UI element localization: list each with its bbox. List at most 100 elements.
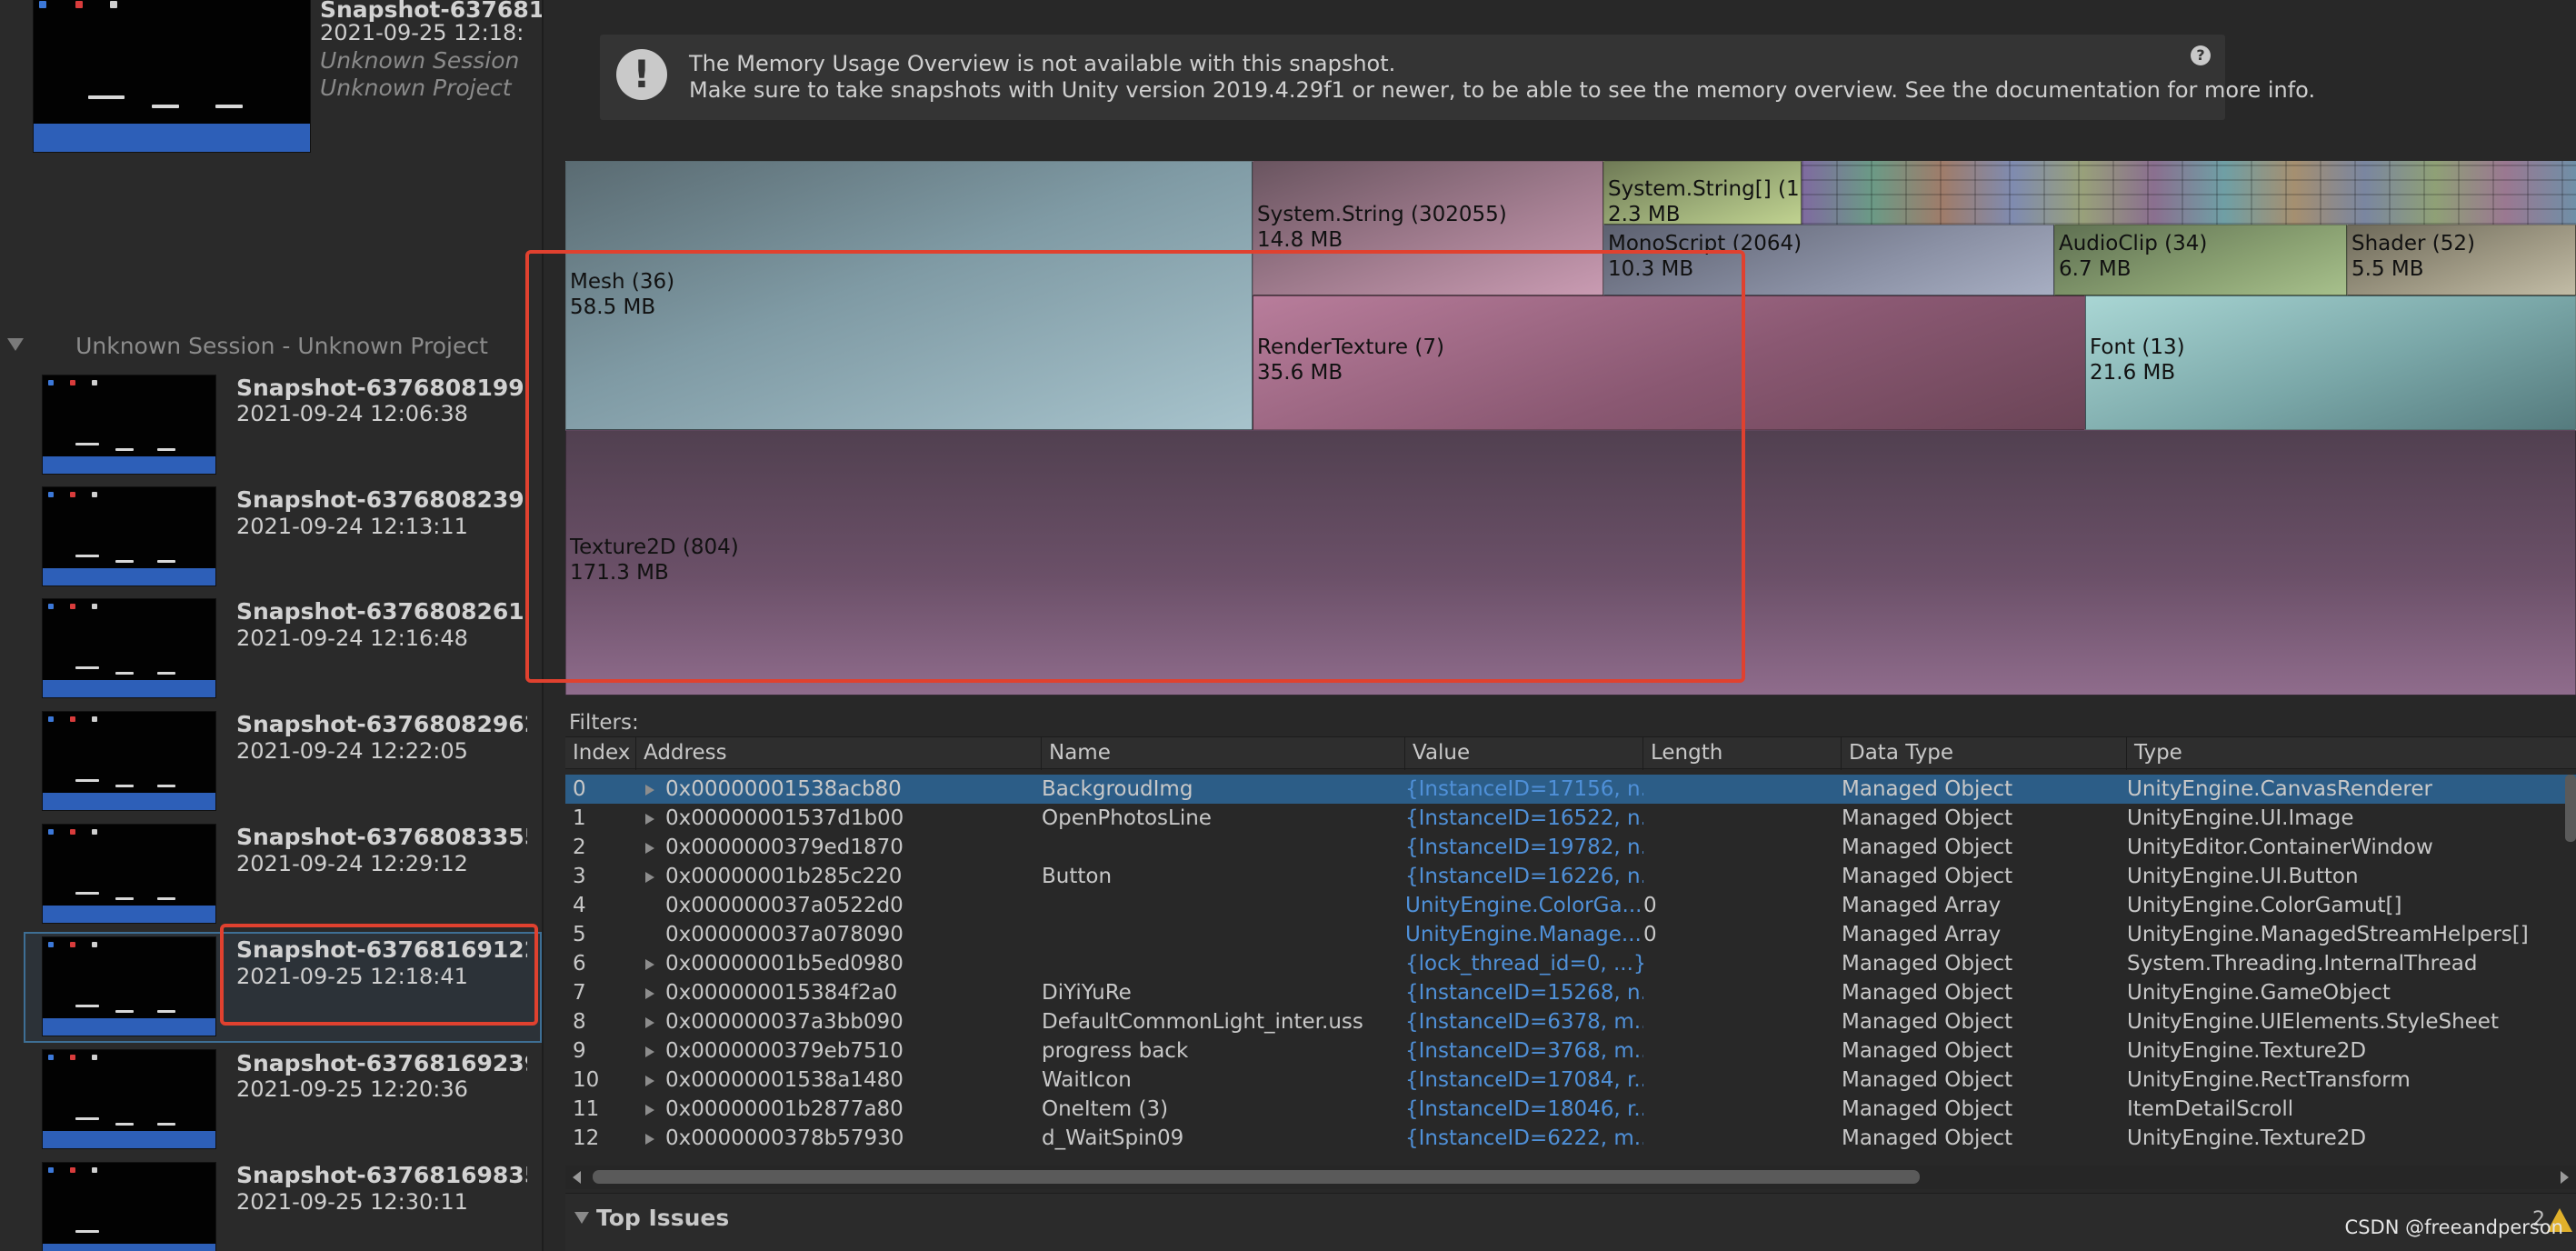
column-header-index[interactable]: Index [565, 737, 636, 770]
snapshot-date: 2021-09-24 12:29:12 [236, 851, 468, 876]
treemap-cell-monoscript[interactable]: MonoScript (2064) 10.3 MB [1603, 225, 2054, 295]
cell-length [1643, 862, 1834, 891]
session-header[interactable]: Unknown Session - Unknown Project [0, 327, 542, 367]
expand-arrow-icon[interactable] [645, 1046, 654, 1057]
cell-length [1643, 1066, 1834, 1095]
expand-arrow-icon[interactable] [645, 872, 654, 883]
treemap-cell-rendertexture[interactable]: RenderTexture (7) 35.6 MB [1253, 295, 2085, 430]
watermark: CSDN @freeandperson [2344, 1216, 2563, 1238]
notice-line-1: The Memory Usage Overview is not availab… [689, 51, 1396, 76]
table-row[interactable]: 12 0x0000000378b57930 d_WaitSpin09 {Instanc… [565, 1124, 2576, 1153]
cell-data-type: Managed Object [1842, 981, 2013, 1005]
expand-arrow-icon[interactable] [645, 959, 654, 970]
snapshot-name: Snapshot-6376808199937 [236, 375, 527, 401]
table-row[interactable]: 5 0x000000037a078090 UnityEngine.Manage...… [565, 920, 2576, 949]
cell-type: UnityEngine.ManagedStreamHelpers[] [2127, 923, 2529, 946]
expand-arrow-icon[interactable] [645, 1134, 654, 1145]
cell-name [1042, 949, 1402, 978]
cell-length [1643, 775, 1834, 804]
cell-address: 0x00000001b285c220 [665, 865, 903, 888]
cell-length [1643, 978, 1834, 1007]
column-header-name[interactable]: Name [1042, 737, 1405, 770]
table-row[interactable]: 4 0x000000037a0522d0 UnityEngine.ColorGa..… [565, 891, 2576, 920]
session-header-label: Unknown Session - Unknown Project [75, 333, 488, 359]
cell-value: {InstanceID=15268, n... [1405, 981, 1643, 1005]
collapse-triangle-icon[interactable] [7, 338, 24, 351]
snapshot-date: 2021-09-24 12:06:38 [236, 401, 468, 426]
table-row[interactable]: 10 0x00000001538a1480 WaitIcon {InstanceID=… [565, 1066, 2576, 1095]
treemap-label: Texture2D (804) [570, 535, 739, 559]
collapse-triangle-icon[interactable] [574, 1212, 589, 1224]
treemap-cell-texture2d[interactable]: Texture2D (804) 171.3 MB [565, 430, 2576, 696]
snapshot-thumbnail[interactable] [42, 936, 216, 1036]
expand-arrow-icon[interactable] [645, 814, 654, 825]
expand-arrow-icon[interactable] [645, 843, 654, 854]
table-row[interactable]: 2 0x0000000379ed1870 {InstanceID=19782, n.… [565, 833, 2576, 862]
snapshot-date: 2021-09-25 12:20:36 [236, 1076, 468, 1102]
treemap-label: System.String[] (17 [1608, 177, 1802, 201]
snapshot-thumbnail[interactable] [42, 1162, 216, 1251]
cell-type: UnityEngine.UI.Button [2127, 865, 2359, 888]
top-issues-section[interactable]: Top Issues 2 [565, 1193, 2576, 1251]
column-header-value[interactable]: Value [1405, 737, 1643, 770]
cell-index: 5 [573, 923, 586, 946]
table-row[interactable]: 3 0x00000001b285c220 Button {InstanceID=162… [565, 862, 2576, 891]
treemap-size: 6.7 MB [2059, 257, 2132, 281]
treemap-label: Mesh (36) [570, 270, 675, 294]
treemap-cell-font[interactable]: Font (13) 21.6 MB [2085, 295, 2576, 430]
snapshot-date: 2021-09-25 12:18:41 [236, 964, 468, 989]
column-header-type[interactable]: Type [2134, 741, 2182, 765]
snapshot-name: Snapshot-6376808296246 [236, 711, 527, 737]
cell-index: 6 [573, 952, 586, 976]
table-row[interactable]: 8 0x000000037a3bb090 DefaultCommonLight_in… [565, 1007, 2576, 1036]
treemap-cell-audioclip[interactable]: AudioClip (34) 6.7 MB [2054, 225, 2347, 295]
snapshot-thumbnail[interactable] [42, 486, 216, 586]
cell-name: OpenPhotosLine [1042, 806, 1212, 830]
expand-arrow-icon[interactable] [645, 1017, 654, 1028]
table-row[interactable]: 7 0x000000015384f2a0 DiYiYuRe {InstanceID=1… [565, 978, 2576, 1007]
treemap-size: 171.3 MB [570, 561, 669, 585]
expand-arrow-icon[interactable] [645, 1105, 654, 1116]
table-row[interactable]: 1 0x00000001537d1b00 OpenPhotosLine {Instan… [565, 804, 2576, 833]
scroll-left-arrow-icon[interactable] [573, 1171, 581, 1184]
cell-length [1643, 804, 1834, 833]
horizontal-scrollbar[interactable] [565, 1166, 2576, 1189]
expand-arrow-icon[interactable] [645, 988, 654, 999]
cell-address: 0x00000001537d1b00 [665, 806, 904, 830]
snapshot-thumbnail[interactable] [42, 375, 216, 475]
column-header-address[interactable]: Address [636, 737, 1042, 770]
table-row[interactable]: 6 0x00000001b5ed0980 {lock_thread_id=0, ..… [565, 949, 2576, 978]
table-row[interactable]: 9 0x0000000379eb7510 progress back {Instanc… [565, 1036, 2576, 1066]
column-header-length[interactable]: Length [1643, 737, 1842, 770]
snapshot-date: 2021-09-24 12:13:11 [236, 514, 468, 539]
expand-arrow-icon[interactable] [645, 785, 654, 796]
cell-address: 0x000000037a078090 [665, 923, 904, 946]
snapshot-thumbnail[interactable] [42, 711, 216, 811]
scrollbar-thumb[interactable] [593, 1170, 1920, 1184]
table-row[interactable]: 0 0x00000001538acb80 BackgroudImg {Instance… [565, 775, 2576, 804]
vertical-scrollbar[interactable] [2565, 775, 2576, 842]
treemap-small-cells[interactable] [1802, 161, 2576, 225]
snapshot-thumbnail[interactable] [42, 824, 216, 924]
column-header-data-type[interactable]: Data Type [1842, 737, 2127, 770]
cell-type: UnityEditor.ContainerWindow [2127, 836, 2433, 859]
treemap-cell-system-string[interactable]: System.String (302055) 14.8 MB [1253, 161, 1603, 295]
snapshot-thumbnail[interactable] [33, 0, 311, 153]
table-row[interactable]: 11 0x00000001b2877a80 OneItem (3) {Instance… [565, 1095, 2576, 1124]
snapshot-thumbnail[interactable] [42, 598, 216, 698]
treemap-cell-shader[interactable]: Shader (52) 5.5 MB [2347, 225, 2576, 295]
snapshot-thumbnail[interactable] [42, 1049, 216, 1149]
cell-data-type: Managed Object [1842, 952, 2013, 976]
expand-arrow-icon[interactable] [645, 1076, 654, 1086]
issue-count: 2 [2532, 1208, 2545, 1231]
cell-value: UnityEngine.Manage... [1405, 923, 1642, 946]
scroll-right-arrow-icon[interactable] [2561, 1171, 2569, 1184]
cell-value: {InstanceID=17156, n... [1405, 777, 1643, 801]
treemap-cell-system-string-array[interactable]: System.String[] (17 2.3 MB [1603, 161, 1802, 225]
treemap-size: 35.6 MB [1257, 361, 1343, 385]
cell-address: 0x000000037a3bb090 [665, 1010, 904, 1034]
help-icon[interactable]: ? [2191, 45, 2211, 65]
notice-line-2: Make sure to take snapshots with Unity v… [689, 77, 2316, 103]
cell-value: {InstanceID=6378, m... [1405, 1010, 1643, 1034]
treemap-cell-mesh[interactable]: Mesh (36) 58.5 MB [565, 161, 1253, 430]
